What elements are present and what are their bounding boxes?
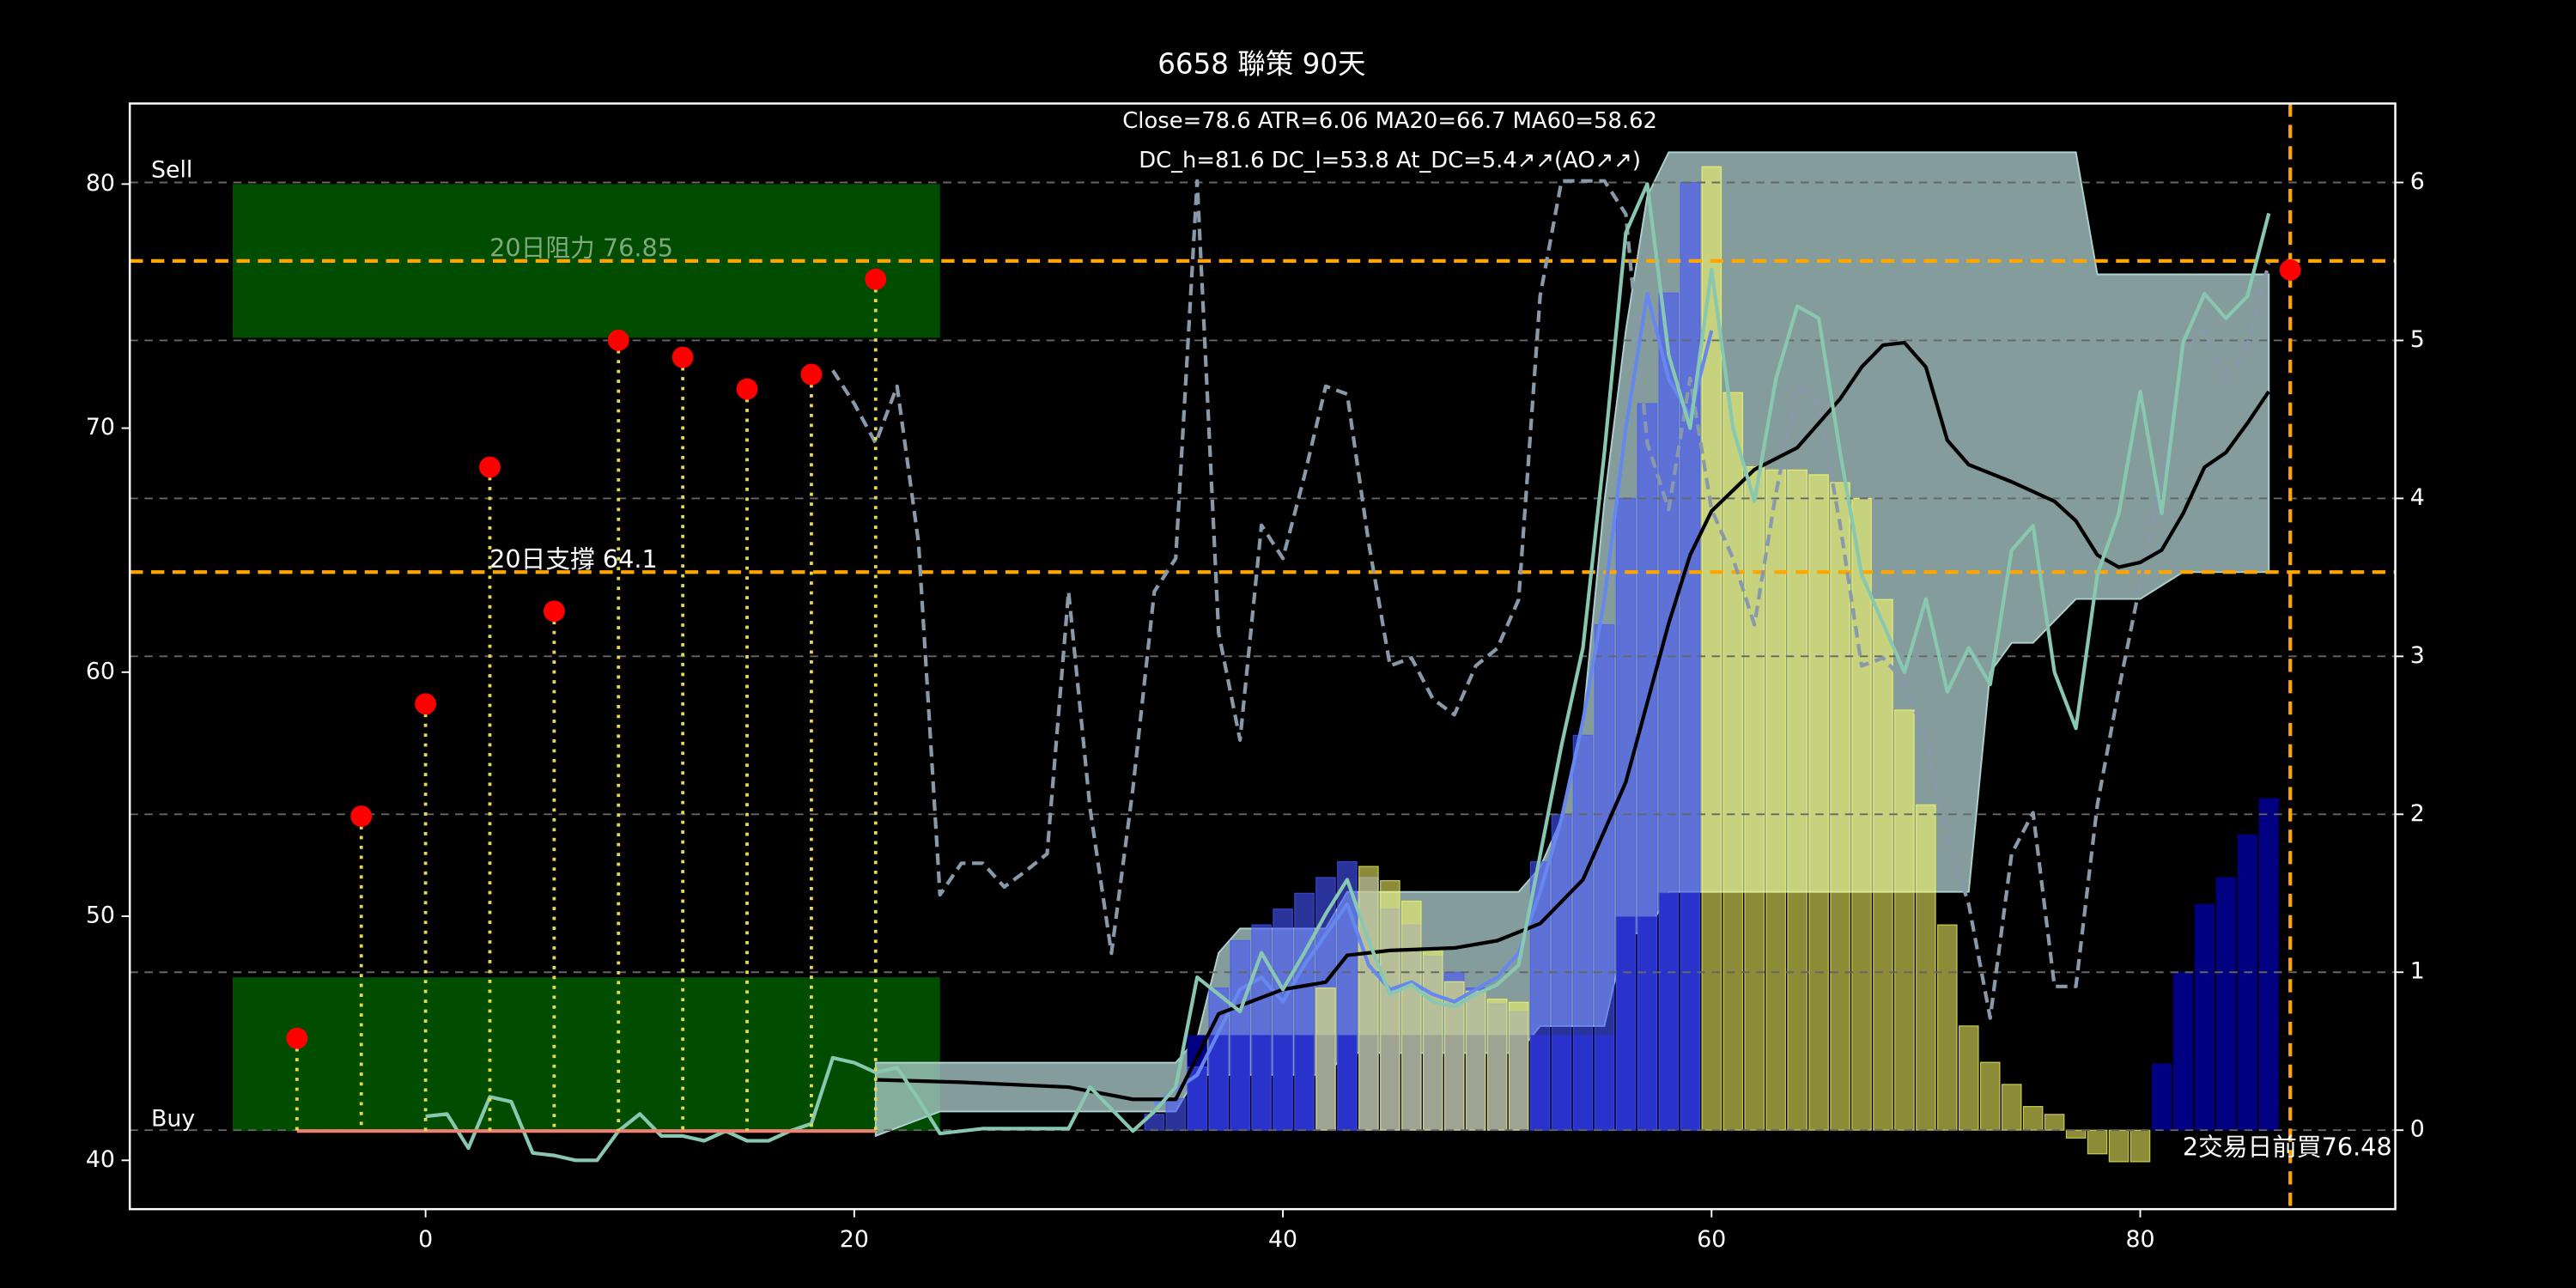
bar (2151, 1063, 2172, 1131)
bar (1722, 392, 1744, 1131)
y2-tick-label: 4 (2410, 484, 2425, 511)
signal-dot (736, 378, 758, 400)
zone (232, 977, 940, 1132)
bar (1486, 998, 1508, 1131)
bar (1894, 709, 1915, 1131)
bar (1916, 804, 1936, 1131)
y2-tick-label: 5 (2410, 326, 2425, 353)
bar (1465, 990, 1486, 1131)
chart-title: 6658 聯策 90天 (1157, 48, 1365, 81)
bar (1959, 1025, 1979, 1131)
bar (1401, 900, 1422, 1131)
bar (2194, 903, 2215, 1131)
signal-dot (800, 363, 823, 386)
bar (1230, 939, 1250, 1131)
y2-tick-label: 0 (2410, 1116, 2425, 1143)
bar (1873, 598, 1893, 1131)
bar (1637, 403, 1658, 1131)
plot-back (130, 151, 2396, 1163)
zone-label: Sell (151, 157, 192, 184)
line-series (1153, 292, 1714, 1106)
last-buy-label: 2交易日前買76.48 (2183, 1132, 2392, 1161)
y-tick-label: 40 (86, 1146, 115, 1173)
y2-tick-label: 6 (2410, 168, 2425, 195)
line-series (875, 340, 2271, 1102)
y-tick-label: 50 (86, 902, 115, 929)
y2-tick-label: 3 (2410, 642, 2425, 669)
bar (1443, 981, 1465, 1131)
bar (2129, 1129, 2151, 1163)
signal-dot (286, 1027, 308, 1049)
bar (2022, 1106, 2044, 1131)
last-buy-dot (2279, 258, 2301, 281)
bar (2065, 1129, 2087, 1139)
bar (2237, 834, 2258, 1131)
line-series (425, 182, 2271, 1163)
bar (1165, 1097, 1187, 1131)
bar (1937, 924, 1958, 1131)
bar (2087, 1129, 2108, 1155)
signal-dot (543, 600, 565, 623)
level-label: 20日支撐 64.1 (489, 544, 658, 574)
bar (1787, 469, 1807, 1131)
signal-dot (671, 346, 694, 368)
zone-label: Buy (151, 1105, 195, 1132)
bar (1701, 166, 1722, 1131)
bar (1294, 892, 1315, 1131)
bar (1979, 1061, 2001, 1131)
signal-dot (415, 693, 437, 715)
signal-dot (607, 329, 629, 351)
x-tick-label: 80 (2125, 1226, 2154, 1253)
plot-front: Sell Buy 0 1 2 3 4 5 6 40 50 60 70 80 0 20 40 60 80 20日阻力 7… (86, 103, 2425, 1253)
x-tick-label: 60 (1697, 1226, 1726, 1253)
y-tick-label: 60 (86, 658, 115, 684)
annotation: Close=78.6 ATR=6.06 MA20=66.7 MA60=58.62 (1122, 108, 1657, 134)
signal-dot (865, 268, 887, 290)
annotation: DC_h=81.6 DC_l=53.8 At_DC=5.4↗↗(AO↗↗) (1139, 148, 1641, 173)
bar (1658, 292, 1680, 1131)
y-tick-label: 80 (86, 170, 115, 197)
bar (1315, 987, 1336, 1131)
signal-dot (350, 805, 373, 827)
x-tick-label: 40 (1268, 1226, 1297, 1253)
bar (1744, 466, 1765, 1131)
bar (2215, 877, 2237, 1131)
x-tick-label: 20 (840, 1226, 869, 1253)
bar (1572, 734, 1594, 1131)
bar (1208, 987, 1229, 1131)
bar (2108, 1129, 2129, 1163)
y2-tick-label: 1 (2410, 958, 2425, 985)
bar (1422, 949, 1443, 1131)
bar (1830, 482, 1850, 1131)
bar (1273, 908, 1293, 1131)
level-label: 20日阻力 76.85 (489, 233, 673, 262)
bar (1358, 866, 1379, 1131)
bar (1380, 879, 1400, 1131)
x-tick-label: 0 (418, 1226, 433, 1253)
bar (1508, 1001, 1529, 1131)
bar (2172, 971, 2194, 1131)
bar (2258, 798, 2280, 1131)
y2-tick-label: 2 (2410, 800, 2425, 827)
bar (1529, 860, 1551, 1131)
bar (1594, 623, 1615, 1131)
plot-frame (128, 102, 2397, 1211)
bar (1765, 469, 1786, 1131)
signal-dot (479, 456, 501, 478)
bar (2001, 1084, 2022, 1131)
bar (2044, 1114, 2065, 1131)
y-tick-label: 70 (86, 414, 115, 440)
